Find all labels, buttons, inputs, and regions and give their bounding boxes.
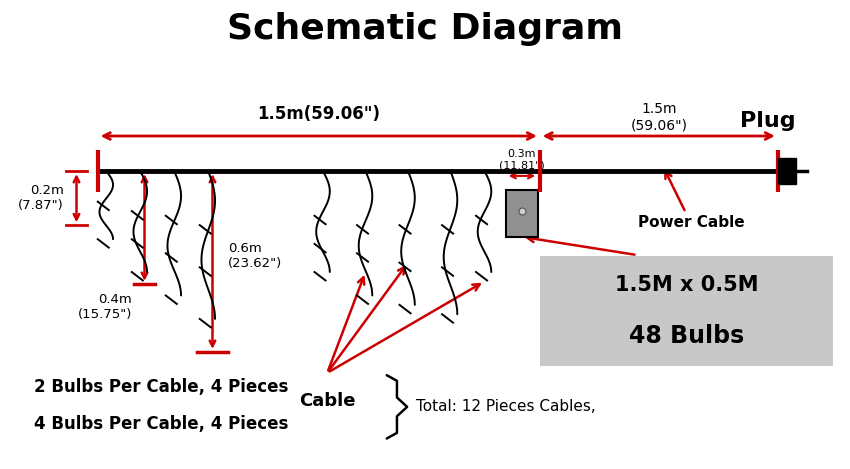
Text: 48 Bulbs: 48 Bulbs xyxy=(629,324,744,348)
Text: Plug: Plug xyxy=(740,111,796,131)
Text: 2 Bulbs Per Cable, 4 Pieces: 2 Bulbs Per Cable, 4 Pieces xyxy=(34,378,288,395)
Text: 1.5m(59.06"): 1.5m(59.06") xyxy=(258,105,380,123)
Text: Schematic Diagram: Schematic Diagram xyxy=(227,12,623,45)
Text: 0.2m
(7.87"): 0.2m (7.87") xyxy=(18,184,64,212)
Text: 0.6m
(23.62"): 0.6m (23.62") xyxy=(228,242,282,270)
Text: Controller box: Controller box xyxy=(527,235,762,272)
Text: Cable: Cable xyxy=(299,392,355,409)
Text: Total: 12 Pieces Cables,: Total: 12 Pieces Cables, xyxy=(416,400,596,414)
Text: 0.3m
(11.81"): 0.3m (11.81") xyxy=(499,149,545,170)
Text: 1.5M x 0.5M: 1.5M x 0.5M xyxy=(615,275,758,295)
Text: 0.4m
(15.75"): 0.4m (15.75") xyxy=(77,293,132,321)
Bar xyxy=(778,158,796,184)
Bar xyxy=(506,190,538,237)
Text: 4 Bulbs Per Cable, 4 Pieces: 4 Bulbs Per Cable, 4 Pieces xyxy=(34,415,288,433)
Bar xyxy=(540,256,833,366)
Text: Power Cable: Power Cable xyxy=(638,172,744,230)
Text: 1.5m
(59.06"): 1.5m (59.06") xyxy=(630,102,688,132)
